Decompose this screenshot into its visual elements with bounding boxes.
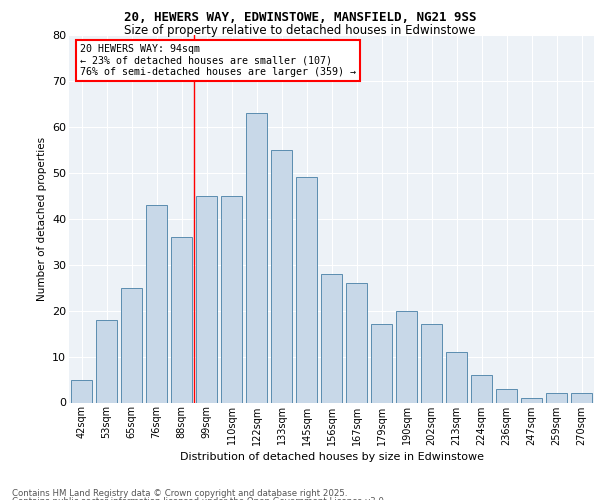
Bar bbox=[96, 320, 117, 402]
Text: Contains public sector information licensed under the Open Government Licence v3: Contains public sector information licen… bbox=[12, 498, 386, 500]
Bar bbox=[321, 274, 342, 402]
Text: Contains HM Land Registry data © Crown copyright and database right 2025.: Contains HM Land Registry data © Crown c… bbox=[12, 488, 347, 498]
Bar bbox=[546, 394, 567, 402]
Bar bbox=[221, 196, 242, 402]
Text: 20 HEWERS WAY: 94sqm
← 23% of detached houses are smaller (107)
76% of semi-deta: 20 HEWERS WAY: 94sqm ← 23% of detached h… bbox=[79, 44, 355, 78]
Bar bbox=[396, 310, 417, 402]
Bar bbox=[121, 288, 142, 403]
Bar bbox=[146, 205, 167, 402]
Bar bbox=[446, 352, 467, 403]
Bar bbox=[271, 150, 292, 403]
Bar bbox=[171, 237, 192, 402]
Bar bbox=[246, 113, 267, 403]
Bar bbox=[421, 324, 442, 402]
Bar bbox=[496, 388, 517, 402]
Bar bbox=[471, 375, 492, 402]
Bar bbox=[296, 178, 317, 402]
Text: Size of property relative to detached houses in Edwinstowe: Size of property relative to detached ho… bbox=[124, 24, 476, 37]
X-axis label: Distribution of detached houses by size in Edwinstowe: Distribution of detached houses by size … bbox=[179, 452, 484, 462]
Bar bbox=[571, 394, 592, 402]
Bar bbox=[196, 196, 217, 402]
Bar bbox=[71, 380, 92, 402]
Bar bbox=[521, 398, 542, 402]
Bar bbox=[371, 324, 392, 402]
Y-axis label: Number of detached properties: Number of detached properties bbox=[37, 136, 47, 301]
Text: 20, HEWERS WAY, EDWINSTOWE, MANSFIELD, NG21 9SS: 20, HEWERS WAY, EDWINSTOWE, MANSFIELD, N… bbox=[124, 11, 476, 24]
Bar bbox=[346, 283, 367, 403]
